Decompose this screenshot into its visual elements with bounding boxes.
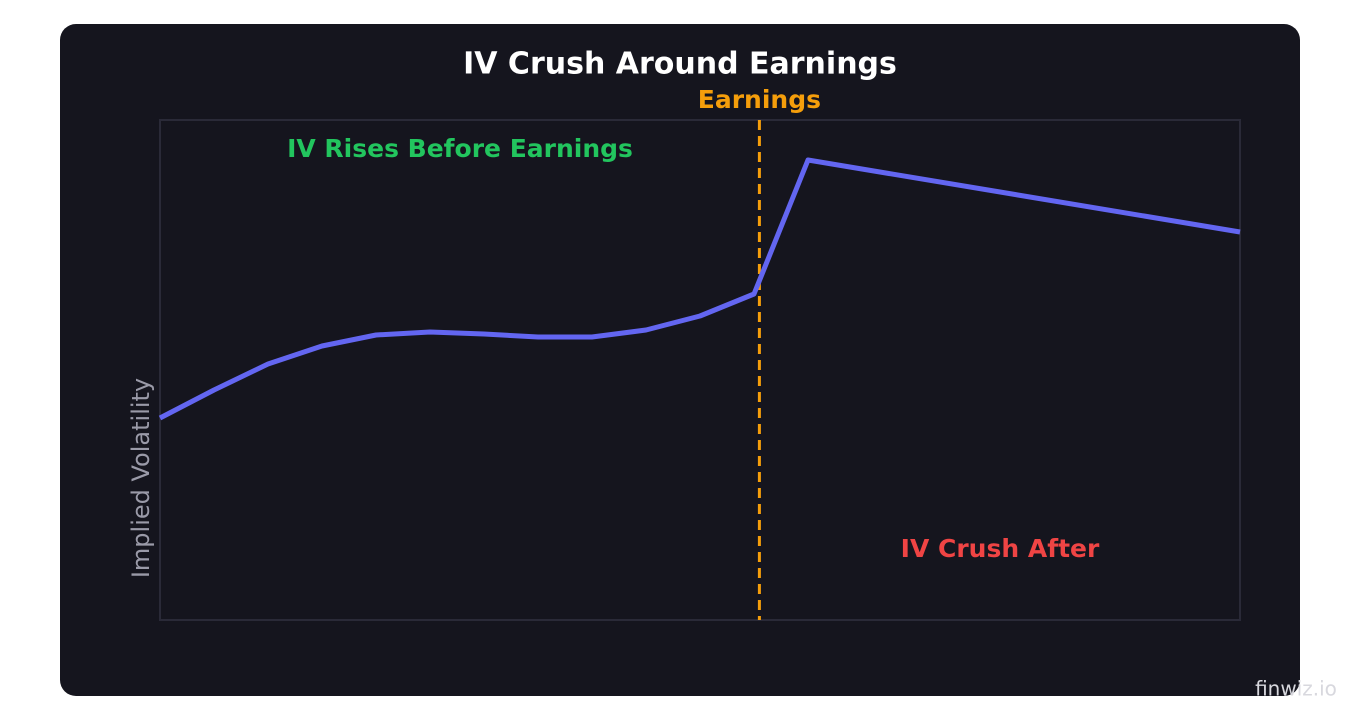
plot: Earnings xyxy=(158,85,1241,620)
iv-line xyxy=(158,157,1241,421)
plot-frame xyxy=(159,119,1241,621)
annotation-rise: IV Rises Before Earnings xyxy=(287,134,633,163)
earnings-label: Earnings xyxy=(698,85,821,114)
annotation-crush: IV Crush After xyxy=(901,534,1100,563)
card xyxy=(60,24,1300,696)
y-axis-label: Implied Volatility xyxy=(127,378,155,578)
chart-title: IV Crush Around Earnings xyxy=(463,47,897,82)
watermark: finwiz.io xyxy=(1255,677,1337,701)
